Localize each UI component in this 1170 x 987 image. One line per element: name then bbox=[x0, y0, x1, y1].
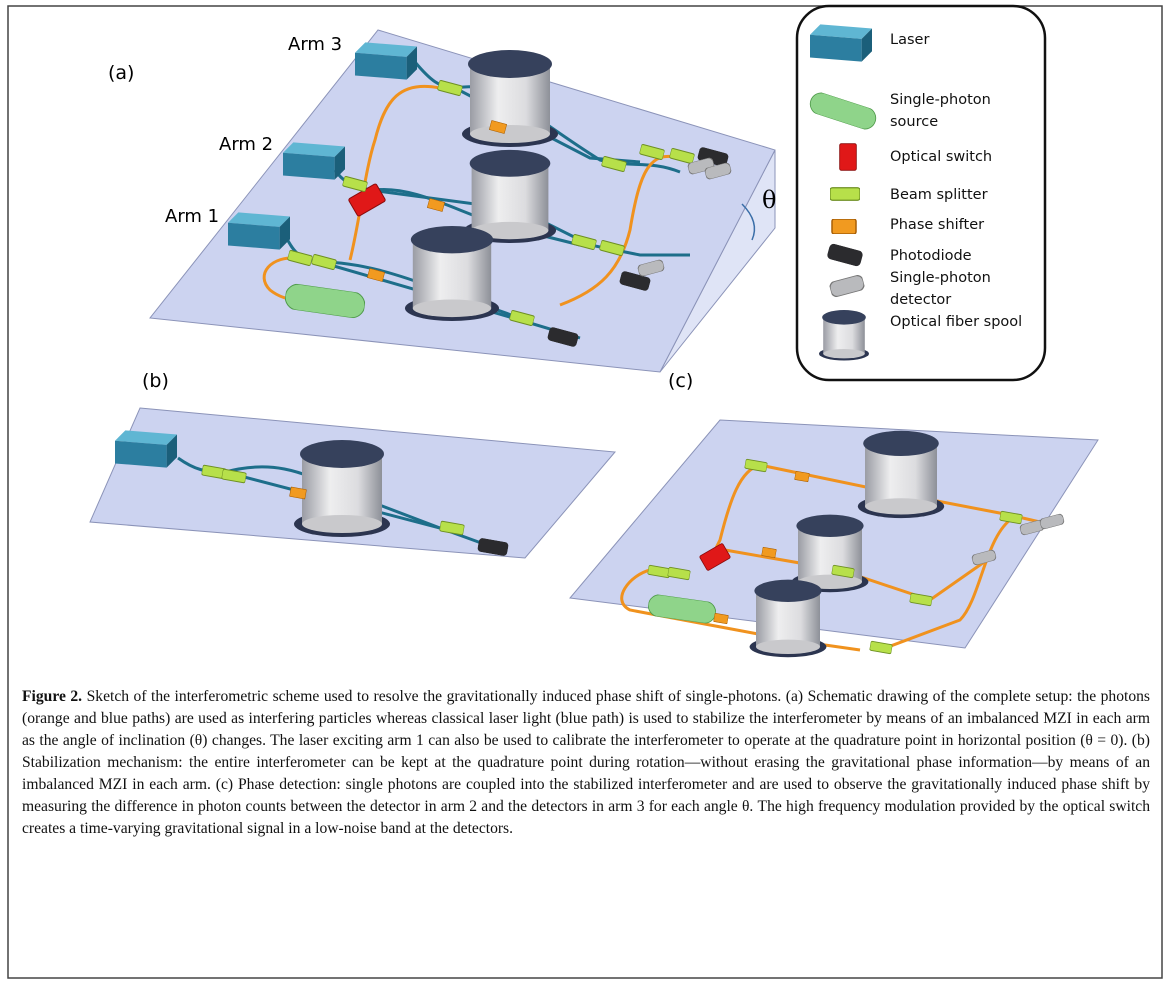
legend-label: Optical switch bbox=[890, 149, 993, 165]
legend-label: Beam splitter bbox=[890, 187, 988, 203]
arm-label: Arm 3 bbox=[288, 34, 343, 55]
arm-label: Arm 2 bbox=[219, 134, 274, 155]
caption-text: Sketch of the interferometric scheme use… bbox=[22, 688, 1150, 837]
switch-icon bbox=[839, 143, 857, 171]
spool bbox=[749, 579, 827, 658]
laser bbox=[115, 430, 177, 468]
panel-label: (a) bbox=[108, 62, 135, 84]
fiber bbox=[879, 518, 1011, 652]
legend-label: Optical fiber spool bbox=[890, 314, 1023, 330]
beam-splitter bbox=[869, 640, 893, 655]
splitter-icon bbox=[830, 187, 860, 201]
legend-label: Laser bbox=[890, 32, 930, 48]
legend-label: Photodiode bbox=[890, 248, 972, 264]
phase-shifter-icon bbox=[831, 219, 857, 234]
frame bbox=[7, 5, 1163, 979]
arm-label: Arm 1 bbox=[165, 206, 220, 227]
caption: Figure 2. Sketch of the interferometric … bbox=[22, 686, 1150, 840]
laser bbox=[228, 212, 290, 250]
laser bbox=[355, 42, 417, 80]
laser bbox=[283, 142, 345, 180]
caption-label: Figure 2. bbox=[22, 688, 83, 705]
spool bbox=[294, 440, 390, 537]
legend-label: Single-photon detector bbox=[890, 270, 991, 308]
fiber bbox=[724, 548, 991, 602]
fiber bbox=[620, 568, 861, 652]
angle-label: θ bbox=[762, 186, 777, 214]
spool bbox=[462, 50, 558, 147]
spool bbox=[404, 225, 500, 322]
spool-icon bbox=[819, 310, 869, 361]
legend-label: Single-photon source bbox=[890, 92, 991, 130]
laser-icon bbox=[810, 24, 872, 62]
panel-label: (b) bbox=[142, 370, 169, 392]
spool bbox=[857, 430, 945, 519]
fiber bbox=[348, 84, 441, 261]
panel-label: (c) bbox=[668, 370, 694, 392]
angle-arc bbox=[741, 203, 756, 241]
legend-label: Phase shifter bbox=[890, 217, 985, 233]
spool bbox=[791, 514, 869, 593]
fiber bbox=[759, 463, 1041, 524]
